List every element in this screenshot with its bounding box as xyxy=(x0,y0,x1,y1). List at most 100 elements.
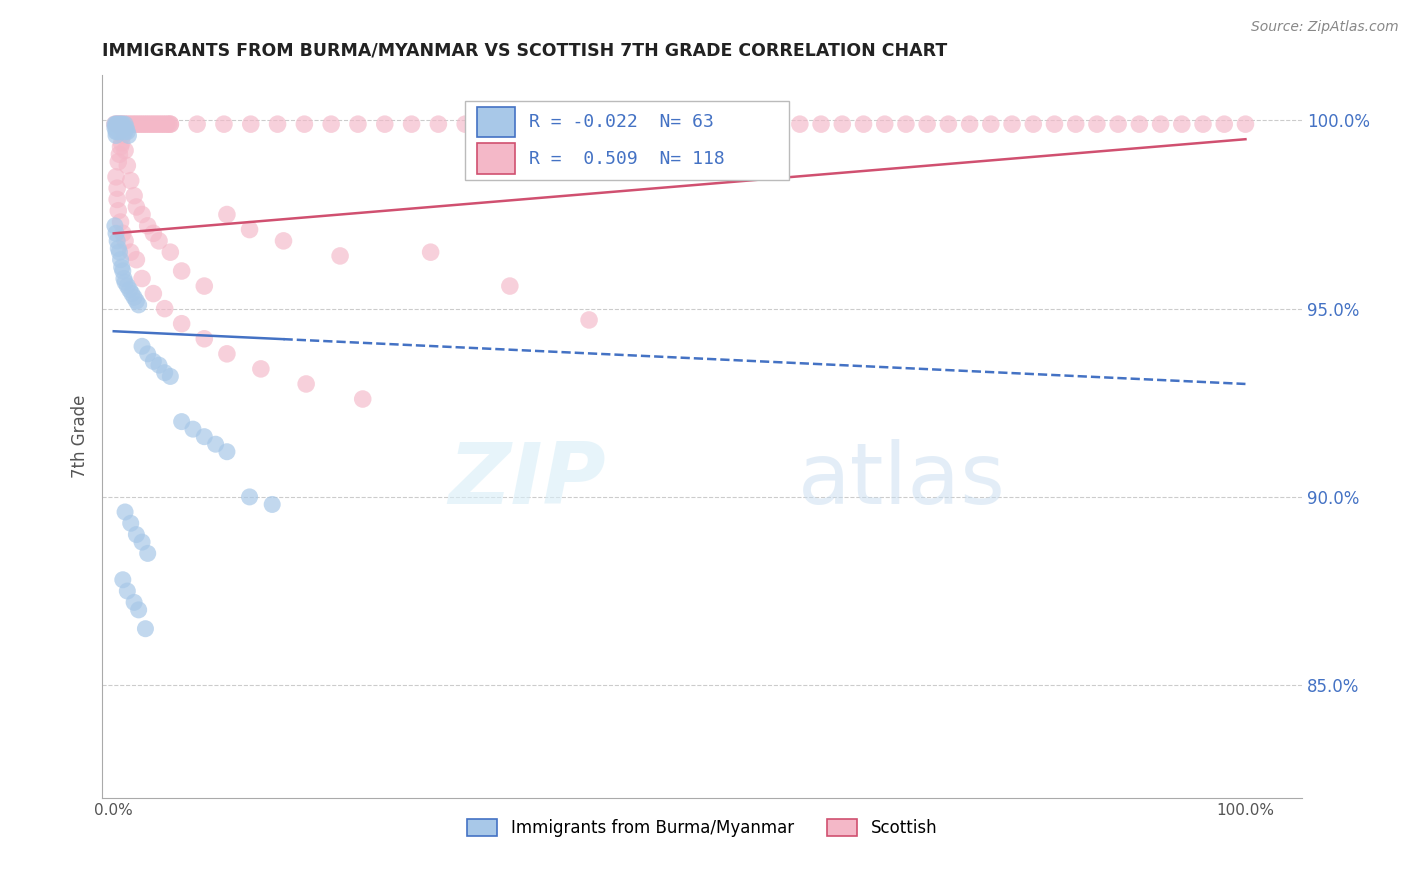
Point xyxy=(105,181,128,195)
Point xyxy=(153,117,176,131)
Point xyxy=(117,584,139,599)
Point xyxy=(104,120,127,135)
Point xyxy=(111,264,134,278)
Point xyxy=(112,120,135,135)
Point xyxy=(1001,117,1024,131)
Point xyxy=(111,573,134,587)
Text: IMMIGRANTS FROM BURMA/MYANMAR VS SCOTTISH 7TH GRADE CORRELATION CHART: IMMIGRANTS FROM BURMA/MYANMAR VS SCOTTIS… xyxy=(103,42,948,60)
Point xyxy=(107,241,129,255)
Text: R =  0.509  N= 118: R = 0.509 N= 118 xyxy=(530,150,725,168)
Point xyxy=(170,264,193,278)
Point xyxy=(114,117,136,131)
Point xyxy=(1234,117,1257,131)
Point xyxy=(146,117,169,131)
Point xyxy=(115,117,138,131)
Point xyxy=(105,193,128,207)
Point xyxy=(136,546,159,560)
Point xyxy=(136,347,159,361)
Point xyxy=(181,422,204,436)
Point xyxy=(142,227,165,241)
Point xyxy=(329,249,352,263)
Point xyxy=(138,117,160,131)
Point xyxy=(105,117,128,131)
Point xyxy=(117,159,139,173)
Point xyxy=(114,117,136,131)
Point xyxy=(852,117,875,131)
Point xyxy=(131,339,153,353)
Point xyxy=(115,120,138,135)
Point xyxy=(725,117,748,131)
Point xyxy=(134,622,156,636)
Point xyxy=(134,117,156,131)
Point xyxy=(534,117,557,131)
Point xyxy=(148,234,170,248)
Point xyxy=(873,117,896,131)
Point xyxy=(105,128,128,143)
Point xyxy=(105,234,128,248)
Point xyxy=(111,260,134,275)
Text: R = -0.022  N= 63: R = -0.022 N= 63 xyxy=(530,113,714,131)
Point xyxy=(125,117,148,131)
Point xyxy=(239,117,262,131)
Point xyxy=(1107,117,1129,131)
Point xyxy=(170,415,193,429)
Point xyxy=(104,117,127,131)
Point xyxy=(641,117,664,131)
Point xyxy=(117,125,139,139)
Point xyxy=(212,117,235,131)
Point xyxy=(105,117,128,131)
Legend: Immigrants from Burma/Myanmar, Scottish: Immigrants from Burma/Myanmar, Scottish xyxy=(461,813,943,844)
Point xyxy=(1192,117,1215,131)
Point xyxy=(117,128,139,143)
Point xyxy=(111,136,134,150)
Point xyxy=(588,117,610,131)
Point xyxy=(125,200,148,214)
Point xyxy=(105,169,128,184)
Point xyxy=(107,117,129,131)
Point xyxy=(148,117,170,131)
Point xyxy=(114,144,136,158)
Point xyxy=(105,125,128,139)
Text: ZIP: ZIP xyxy=(449,439,606,522)
Point xyxy=(105,125,128,139)
Point xyxy=(292,117,315,131)
Point xyxy=(1171,117,1194,131)
Point xyxy=(107,203,129,218)
Point xyxy=(170,317,193,331)
Point xyxy=(159,117,181,131)
Point xyxy=(128,117,150,131)
Point xyxy=(112,125,135,139)
Point xyxy=(153,301,176,316)
Point xyxy=(1064,117,1087,131)
Point xyxy=(110,252,132,267)
Point xyxy=(111,117,134,131)
Point xyxy=(111,120,134,135)
Point xyxy=(107,120,129,135)
Point xyxy=(159,117,181,131)
Point xyxy=(215,207,238,221)
Point xyxy=(149,117,172,131)
Point xyxy=(111,227,134,241)
Point xyxy=(668,117,690,131)
Point xyxy=(108,117,131,131)
Point xyxy=(131,535,153,549)
Point xyxy=(238,490,260,504)
Point xyxy=(273,234,295,248)
Point xyxy=(108,120,131,135)
Point xyxy=(1149,117,1171,131)
Point xyxy=(266,117,288,131)
Point xyxy=(122,117,145,131)
Point xyxy=(142,354,165,368)
Point xyxy=(107,154,129,169)
Point xyxy=(110,215,132,229)
FancyBboxPatch shape xyxy=(465,101,789,180)
Point xyxy=(352,392,374,406)
Point xyxy=(121,286,143,301)
Point xyxy=(104,219,127,233)
Point xyxy=(148,358,170,372)
Point xyxy=(561,117,583,131)
Point xyxy=(193,430,215,444)
Point xyxy=(136,117,159,131)
Point xyxy=(1022,117,1045,131)
Point xyxy=(238,222,260,236)
